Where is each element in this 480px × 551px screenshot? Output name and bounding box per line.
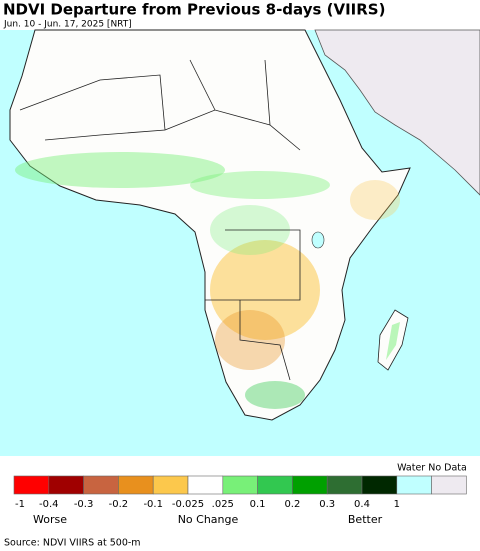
drying-area [215, 310, 285, 370]
legend-label: 0.3 [319, 499, 335, 510]
legend-label: -0.025 [172, 499, 204, 510]
legend-swatch [431, 475, 467, 495]
legend-extra-label: Water No Data [397, 463, 467, 474]
lake [311, 231, 325, 249]
horn-area [350, 180, 400, 220]
sahel-greening [15, 152, 225, 188]
legend-swatch [118, 475, 154, 495]
title: NDVI Departure from Previous 8-days (VII… [3, 1, 385, 19]
legend-swatch [48, 475, 84, 495]
map [0, 29, 480, 456]
legend-swatch [187, 475, 224, 495]
legend-label: -0.2 [109, 499, 129, 510]
legend-swatch [396, 475, 432, 495]
legend-caption: Worse [33, 513, 67, 526]
middle-east [314, 29, 480, 196]
legend-label: -0.3 [74, 499, 94, 510]
legend-swatch [292, 475, 328, 495]
source: Source: NDVI VIIRS at 500-m [4, 538, 141, 549]
legend-swatch [152, 475, 189, 495]
legend-label: 0.4 [354, 499, 370, 510]
legend-swatch [326, 475, 363, 495]
legend-swatch [361, 475, 398, 495]
sahel-greening [190, 171, 330, 199]
legend-swatch [222, 475, 258, 495]
legend-swatch [257, 475, 293, 495]
legend-label: 1 [394, 499, 400, 510]
legend-caption: Better [348, 513, 383, 526]
legend-swatch [13, 475, 50, 495]
legend-label: 0.1 [250, 499, 266, 510]
legend-label: .025 [212, 499, 234, 510]
legend-caption: No Change [178, 513, 239, 526]
legend-label: -1 [15, 499, 25, 510]
subtitle: Jun. 10 - Jun. 17, 2025 [NRT] [3, 20, 132, 30]
africa [9, 29, 411, 421]
borders [19, 59, 301, 381]
legend: -1 -0.4 -0.3 -0.2 -0.1 -0.025 .025 0.1 0.2 0.3 0.4… [13, 475, 467, 510]
legend-label: -0.4 [39, 499, 59, 510]
madagascar-green [386, 322, 400, 360]
legend-label: 0.2 [284, 499, 300, 510]
drying-area [210, 240, 320, 340]
legend-label: -0.1 [143, 499, 163, 510]
legend-swatch [83, 475, 119, 495]
green-area [245, 381, 305, 409]
